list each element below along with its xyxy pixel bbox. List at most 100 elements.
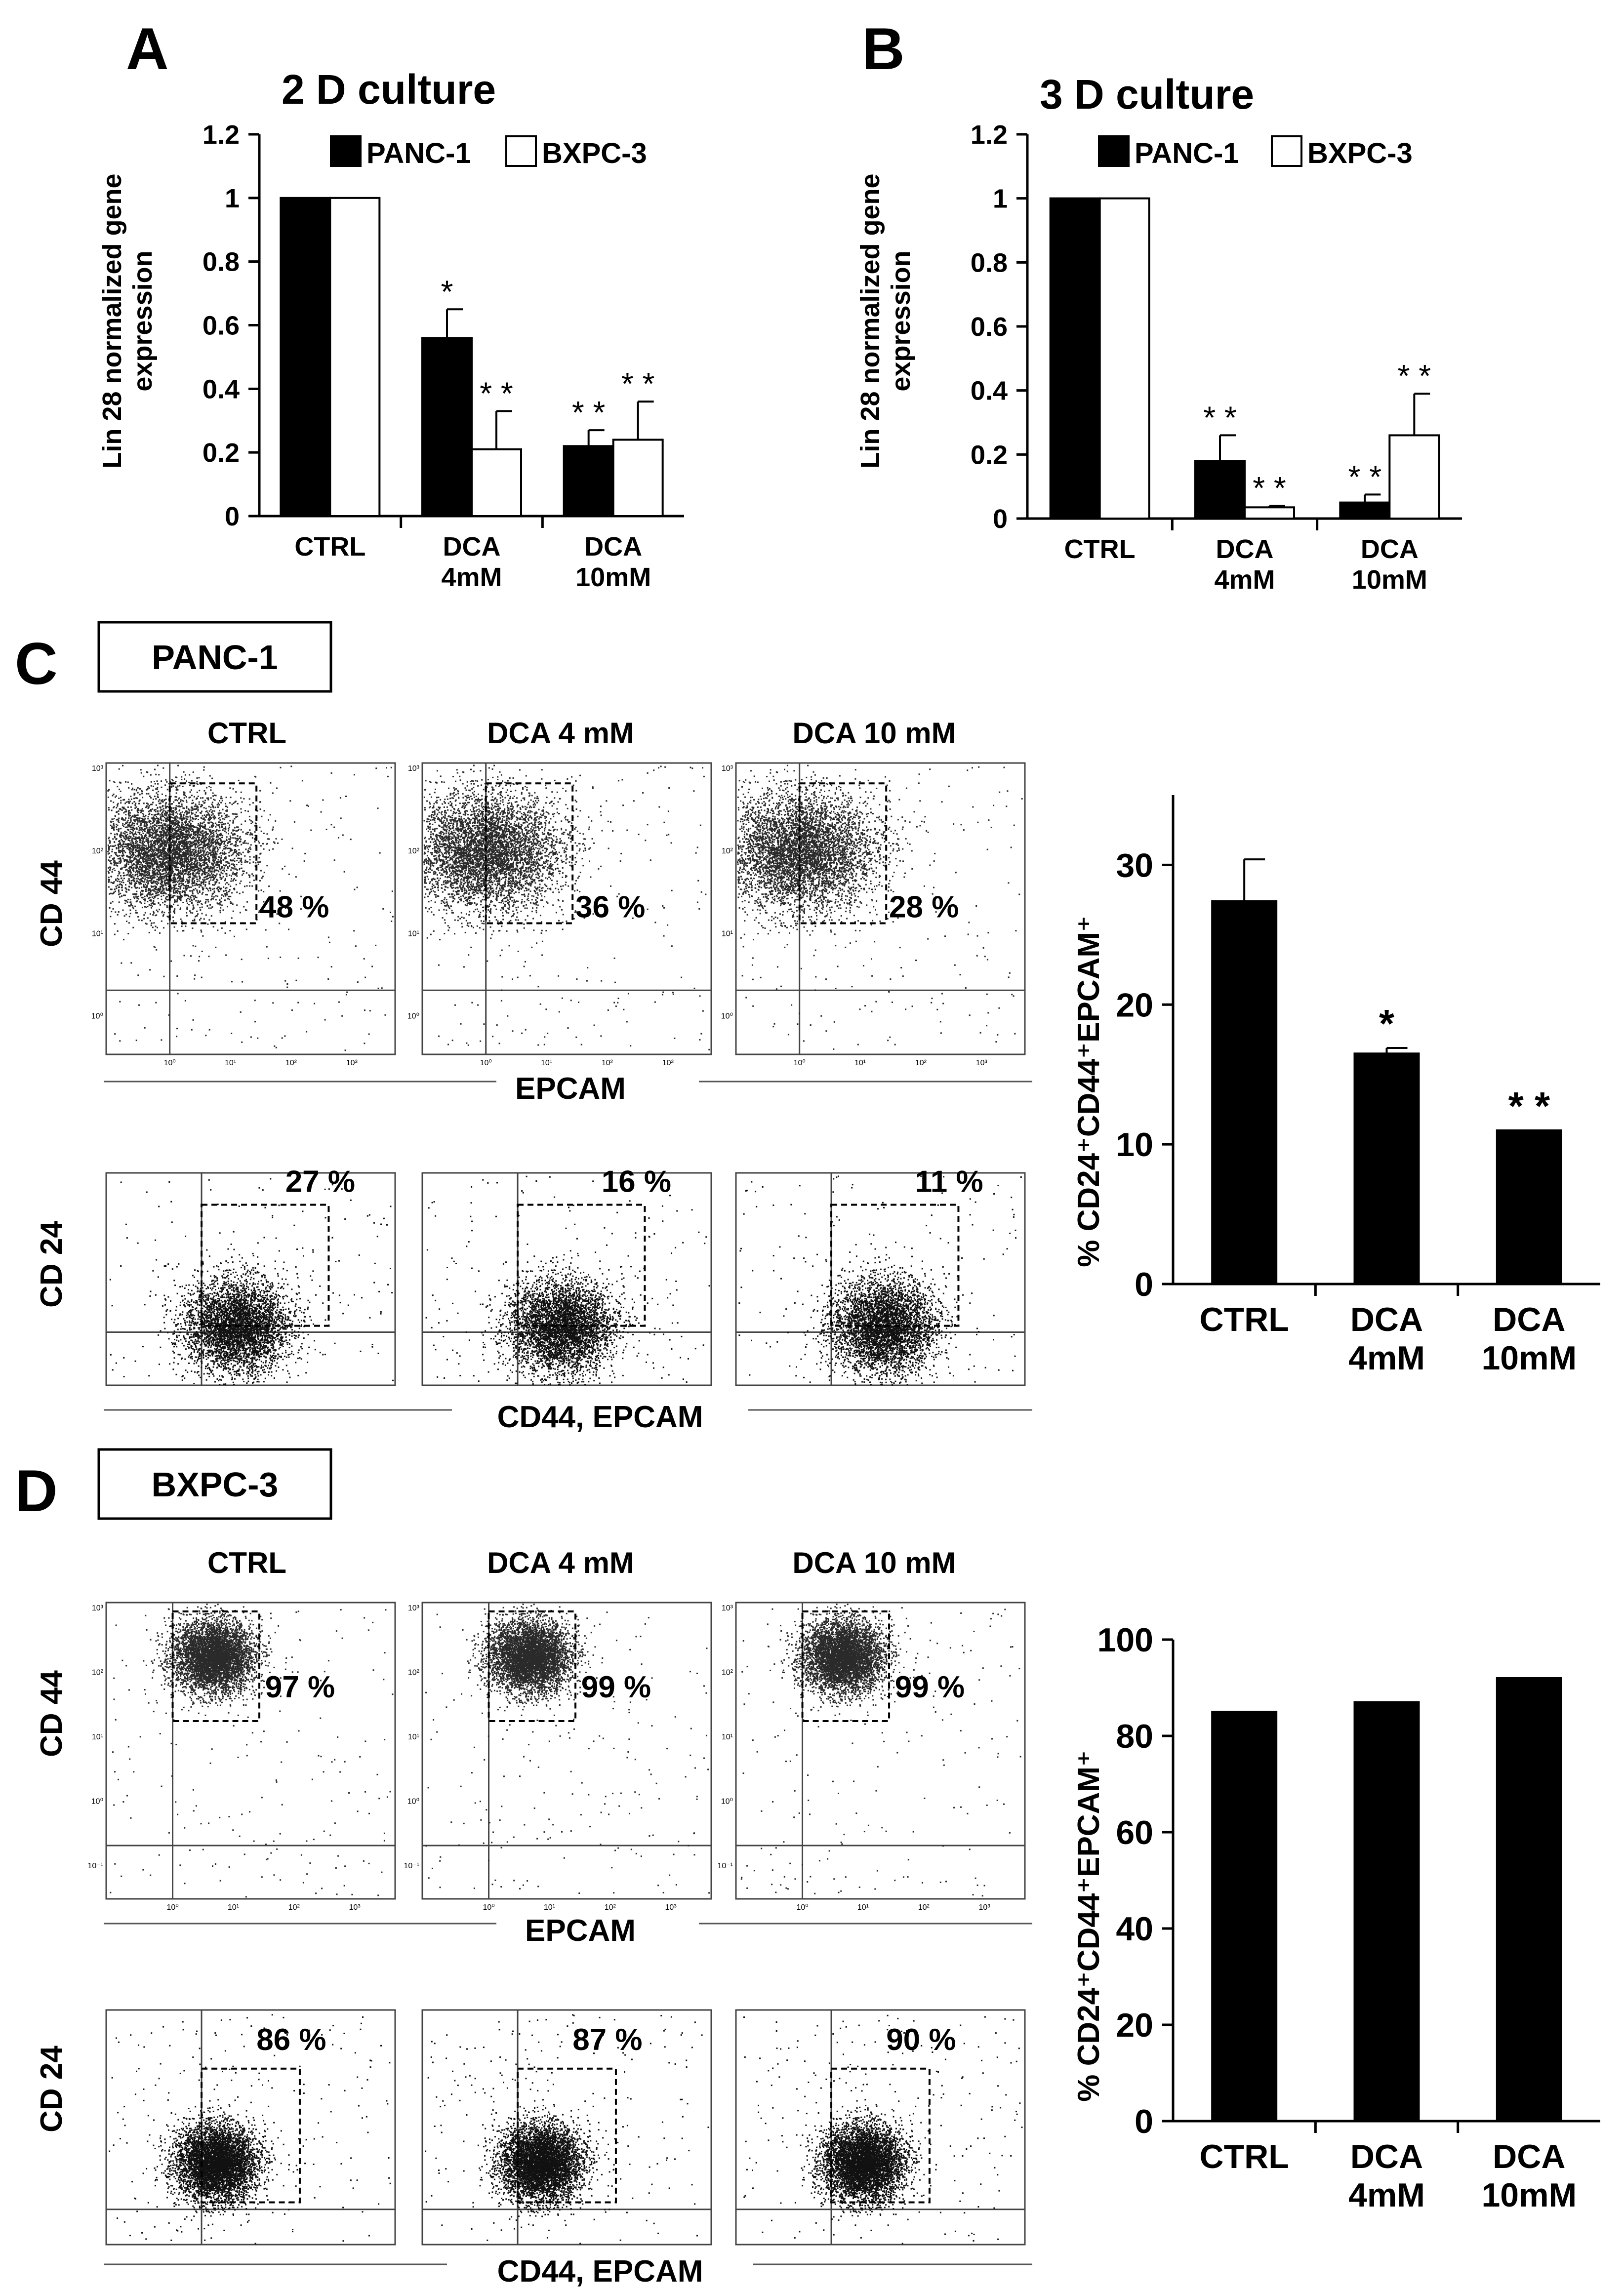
flow-c-bottom-plot-0-events <box>109 1178 394 1385</box>
flow-d-cond-dca10: DCA 10 mM <box>792 1546 956 1579</box>
flow-d-top-plot-2-ytick: 10⁻¹ <box>717 1862 733 1870</box>
flow-c-top-plot-0-xtick: 10² <box>285 1059 297 1067</box>
chartB-x-label: DCA <box>1361 534 1419 564</box>
flow-d-bottom-plot-2-events <box>743 2014 1023 2245</box>
legend-panc1-swatch-b <box>1098 135 1130 167</box>
flow-d-top-plot-1-ytick: 10⁻¹ <box>404 1862 419 1870</box>
chartB-significance: * * <box>1253 470 1286 506</box>
flow-c-cond-ctrl: CTRL <box>207 717 286 750</box>
flow-d-top-plot-1-gate <box>487 1610 577 1722</box>
chartC-x-label: DCA <box>1350 1301 1423 1338</box>
chartB-y-tick-label: 0.2 <box>971 440 1008 470</box>
flow-c-top-plot-0-ytick: 10¹ <box>92 929 103 938</box>
flow-c-top-xaxis-gap <box>496 1064 699 1109</box>
chartA-x-label: CTRL <box>294 532 365 562</box>
flow-d-top-plot-2-ytick: 10⁰ <box>721 1798 733 1806</box>
flow-c-top-xaxis: EPCAM <box>515 1072 626 1106</box>
flow-c-top-plot-1-ytick: 10⁰ <box>407 1012 419 1021</box>
chartD-bar-bxpc-3 <box>1353 1701 1420 2122</box>
flow-d-top-plot-1-ytick: 10³ <box>408 1604 420 1612</box>
legend-bxpc3-label-a: BXPC-3 <box>542 137 647 169</box>
chartA-bar-panc-1 <box>421 337 473 517</box>
chartA-bar-panc-1 <box>563 445 614 517</box>
flow-d-top-plot-1-xtick: 10³ <box>665 1903 677 1912</box>
flow-d-bottom-plot-0: 86 % <box>105 2009 396 2246</box>
chartB-x-label-2: 10mM <box>1352 565 1427 595</box>
flow-c-top-plot-2-ytick: 10⁰ <box>721 1012 733 1021</box>
chartB-y-tick-label: 0 <box>993 504 1008 534</box>
flow-c-top-plot-2-xtick: 10⁰ <box>794 1059 806 1067</box>
flow-c-bottom-plot-0-percent: 27 % <box>285 1165 355 1199</box>
chartC-significance: * * <box>1508 1084 1550 1128</box>
flow-d-top-plot-1: 10³ 10² 10¹ 10⁰ 10⁻¹ 10⁰ 10¹ 10² 10³ 99 % <box>404 1602 712 1912</box>
flow-panel-c: CTRL DCA 4 mM DCA 10 mM CD 44 EPCAM CD 2… <box>35 717 1032 1435</box>
legend-panc1-label-a: PANC-1 <box>366 137 471 169</box>
chartB-y-tick-label: 1 <box>993 184 1008 214</box>
chart-b-ylabel-1: Lin 28 normalized gene <box>855 173 885 468</box>
flow-c-top-plot-1-percent: 36 % <box>575 890 645 924</box>
flow-d-top-xaxis-gap <box>496 1904 699 1948</box>
chartB-x-label: CTRL <box>1064 534 1136 564</box>
flow-c-top-plot-2-percent: 28 % <box>889 890 959 924</box>
flow-d-top-plot-2-xtick: 10³ <box>979 1903 991 1912</box>
flow-d-top-plot-2-xtick: 10² <box>918 1903 930 1912</box>
legend-panc1-label-b: PANC-1 <box>1135 137 1239 169</box>
chartB-y-tick-label: 0.8 <box>971 248 1008 278</box>
chartC-y-tick-label: 20 <box>1116 986 1153 1024</box>
flow-d-bottom-plot-2: 90 % <box>735 2009 1026 2246</box>
flow-d-top-plot-1-events <box>425 1604 710 1894</box>
flow-d-top-plot-0-frame <box>105 1602 396 1900</box>
chartC-x-label: DCA <box>1493 1301 1565 1338</box>
flow-c-top-plot-1-xtick: 10² <box>602 1059 613 1067</box>
flow-d-top-plot-1-ytick: 10² <box>408 1669 420 1677</box>
flow-c-bottom-plot-1: 16 % <box>421 1165 712 1386</box>
flow-d-top-xaxis: EPCAM <box>525 1914 636 1948</box>
chartB-y-tick-label: 0.4 <box>971 376 1008 406</box>
chart-b-title: 3 D culture <box>1040 71 1254 118</box>
flow-c-top-plot-2-xtick: 10² <box>915 1059 927 1067</box>
flow-d-top-plot-2-frame <box>735 1602 1026 1900</box>
flow-c-top-plot-0-frame <box>105 762 396 1055</box>
flow-d-top-plot-0-percent: 97 % <box>265 1670 335 1704</box>
flow-c-top-plot-0-gate <box>168 782 258 924</box>
chartA-bar-bxpc-3 <box>612 439 664 518</box>
flow-d-top-plot-1-ytick: 10⁰ <box>407 1798 419 1806</box>
chartB-significance: * * <box>1203 400 1237 435</box>
flow-c-bottom-plot-1-frame <box>421 1172 712 1386</box>
chartC-x-label-2: 4mM <box>1348 1339 1425 1377</box>
chartD-y-tick-label: 40 <box>1116 1910 1153 1948</box>
chartD-x-label: DCA <box>1350 2138 1423 2175</box>
chartC-x-label-2: 10mM <box>1481 1339 1577 1377</box>
chartB-x-label: DCA <box>1216 534 1274 564</box>
flow-d-bottom-plot-1-gate <box>517 2067 617 2204</box>
chartA-y-tick-label: 0 <box>225 502 240 531</box>
flow-d-top-plot-0-xtick: 10² <box>288 1903 300 1912</box>
chartD-y-tick-label: 100 <box>1097 1621 1153 1659</box>
chartB-y-tick-label: 0.6 <box>971 312 1008 342</box>
flow-d-top-plot-2-xtick: 10¹ <box>857 1903 869 1912</box>
chartD-x-label: DCA <box>1493 2138 1565 2175</box>
chartD-x-label-2: 10mM <box>1481 2176 1577 2214</box>
flow-c-top-plot-1-gate <box>485 782 574 924</box>
chartB-bar-bxpc-3 <box>1388 434 1440 520</box>
chartA-x-label-2: 10mM <box>575 562 651 592</box>
flow-d-top-plot-1-ytick: 10¹ <box>408 1733 419 1741</box>
flow-c-top-plot-1-events <box>423 764 710 1050</box>
flow-c-top-plot-1-frame <box>421 762 712 1055</box>
flow-c-bottom-plot-2-percent: 11 % <box>915 1165 983 1199</box>
flow-c-bottom-plot-2-events <box>738 1175 1022 1386</box>
panel-c-cell-line: PANC-1 <box>152 638 278 677</box>
flow-d-top-plot-0-gate <box>171 1610 261 1722</box>
flow-c-top-plot-2-gate <box>798 782 888 924</box>
chart-a-ylabel-2: expression <box>128 250 158 391</box>
chartB-bar-bxpc-3 <box>1244 506 1295 520</box>
flow-c-top-plot-1-xtick: 10¹ <box>541 1059 552 1067</box>
flow-d-bottom-yaxis: CD 24 <box>35 2046 69 2132</box>
flow-c-top-plot-0-percent: 48 % <box>259 890 329 924</box>
chartB-bar-panc-1 <box>1194 460 1246 520</box>
chartD-bar-bxpc-3 <box>1496 1677 1562 2122</box>
chart-b: 3 D culture Lin 28 normalized gene expre… <box>855 71 1462 595</box>
flow-c-bottom-plot-1-gate <box>517 1204 646 1327</box>
flow-c-top-yaxis: CD 44 <box>35 860 69 947</box>
